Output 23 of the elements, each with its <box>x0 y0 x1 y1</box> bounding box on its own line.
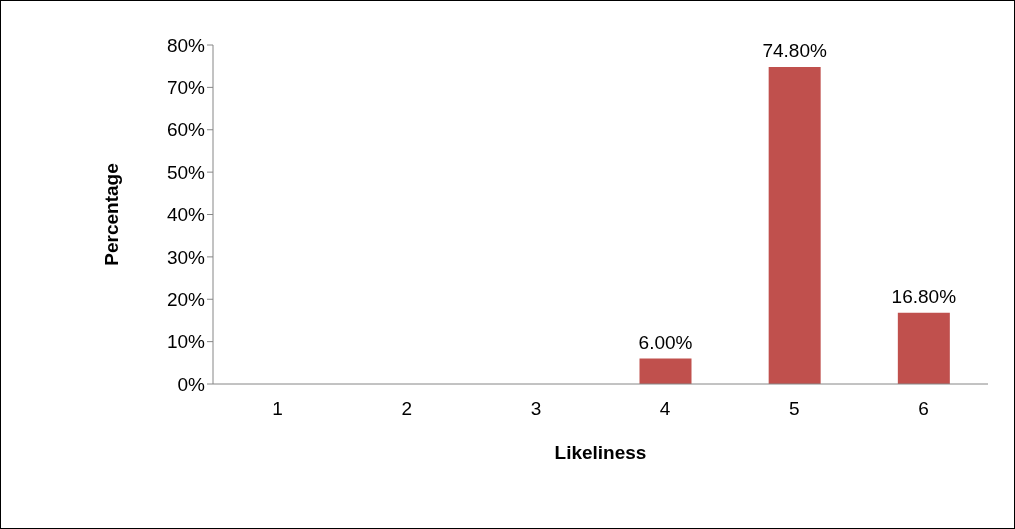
x-tick-label: 6 <box>918 398 929 420</box>
y-tick-label: 70% <box>166 77 206 99</box>
data-label: 6.00% <box>638 331 693 353</box>
y-tick-label: 10% <box>166 331 206 353</box>
bar <box>897 312 950 384</box>
x-tick-label: 1 <box>272 398 283 420</box>
y-axis-title: Percentage <box>100 163 122 266</box>
x-tick-label: 4 <box>659 398 671 420</box>
y-tick-label: 0% <box>177 373 206 395</box>
data-label: 16.80% <box>891 285 957 307</box>
y-tick-label: 80% <box>166 34 206 56</box>
bar <box>639 358 692 384</box>
x-tick-label: 5 <box>788 398 800 420</box>
y-tick-label: 60% <box>166 119 206 141</box>
x-tick-label: 3 <box>530 398 542 420</box>
y-tick-label: 50% <box>166 161 206 183</box>
data-label: 74.80% <box>762 40 827 62</box>
y-tick-label: 40% <box>166 204 206 226</box>
y-tick-label: 30% <box>166 246 206 268</box>
x-tick-label: 2 <box>401 398 413 420</box>
x-axis-title: Likeliness <box>554 442 647 464</box>
y-tick-label: 20% <box>166 288 206 310</box>
bar <box>768 67 821 384</box>
